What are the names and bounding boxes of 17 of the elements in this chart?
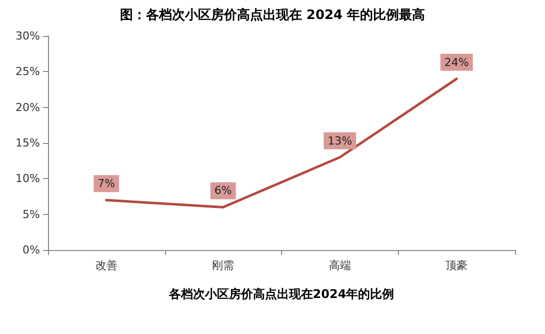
- x-tick-label: 改善: [95, 259, 118, 272]
- data-label: 24%: [444, 56, 469, 69]
- data-label: 6%: [214, 184, 232, 198]
- y-tick-label: 25%: [16, 65, 40, 78]
- y-tick-label: 10%: [16, 172, 40, 186]
- y-tick-label: 15%: [16, 136, 40, 150]
- x-tick-label: 高端: [328, 259, 351, 272]
- x-tick-label: 顶豪: [446, 259, 468, 272]
- chart-title: 图：各档次小区房价高点出现在 2024 年的比例最高: [120, 7, 426, 23]
- x-axis-title: 各档次小区房价高点出现在2024年的比例: [168, 287, 394, 301]
- y-tick-label: 5%: [22, 208, 40, 221]
- y-tick-label: 30%: [16, 30, 40, 42]
- x-tick-label: 刚需: [212, 259, 234, 272]
- data-label: 13%: [328, 134, 352, 148]
- data-label: 7%: [98, 177, 116, 190]
- y-tick-label: 20%: [16, 100, 40, 114]
- y-tick-label: 0%: [22, 244, 40, 256]
